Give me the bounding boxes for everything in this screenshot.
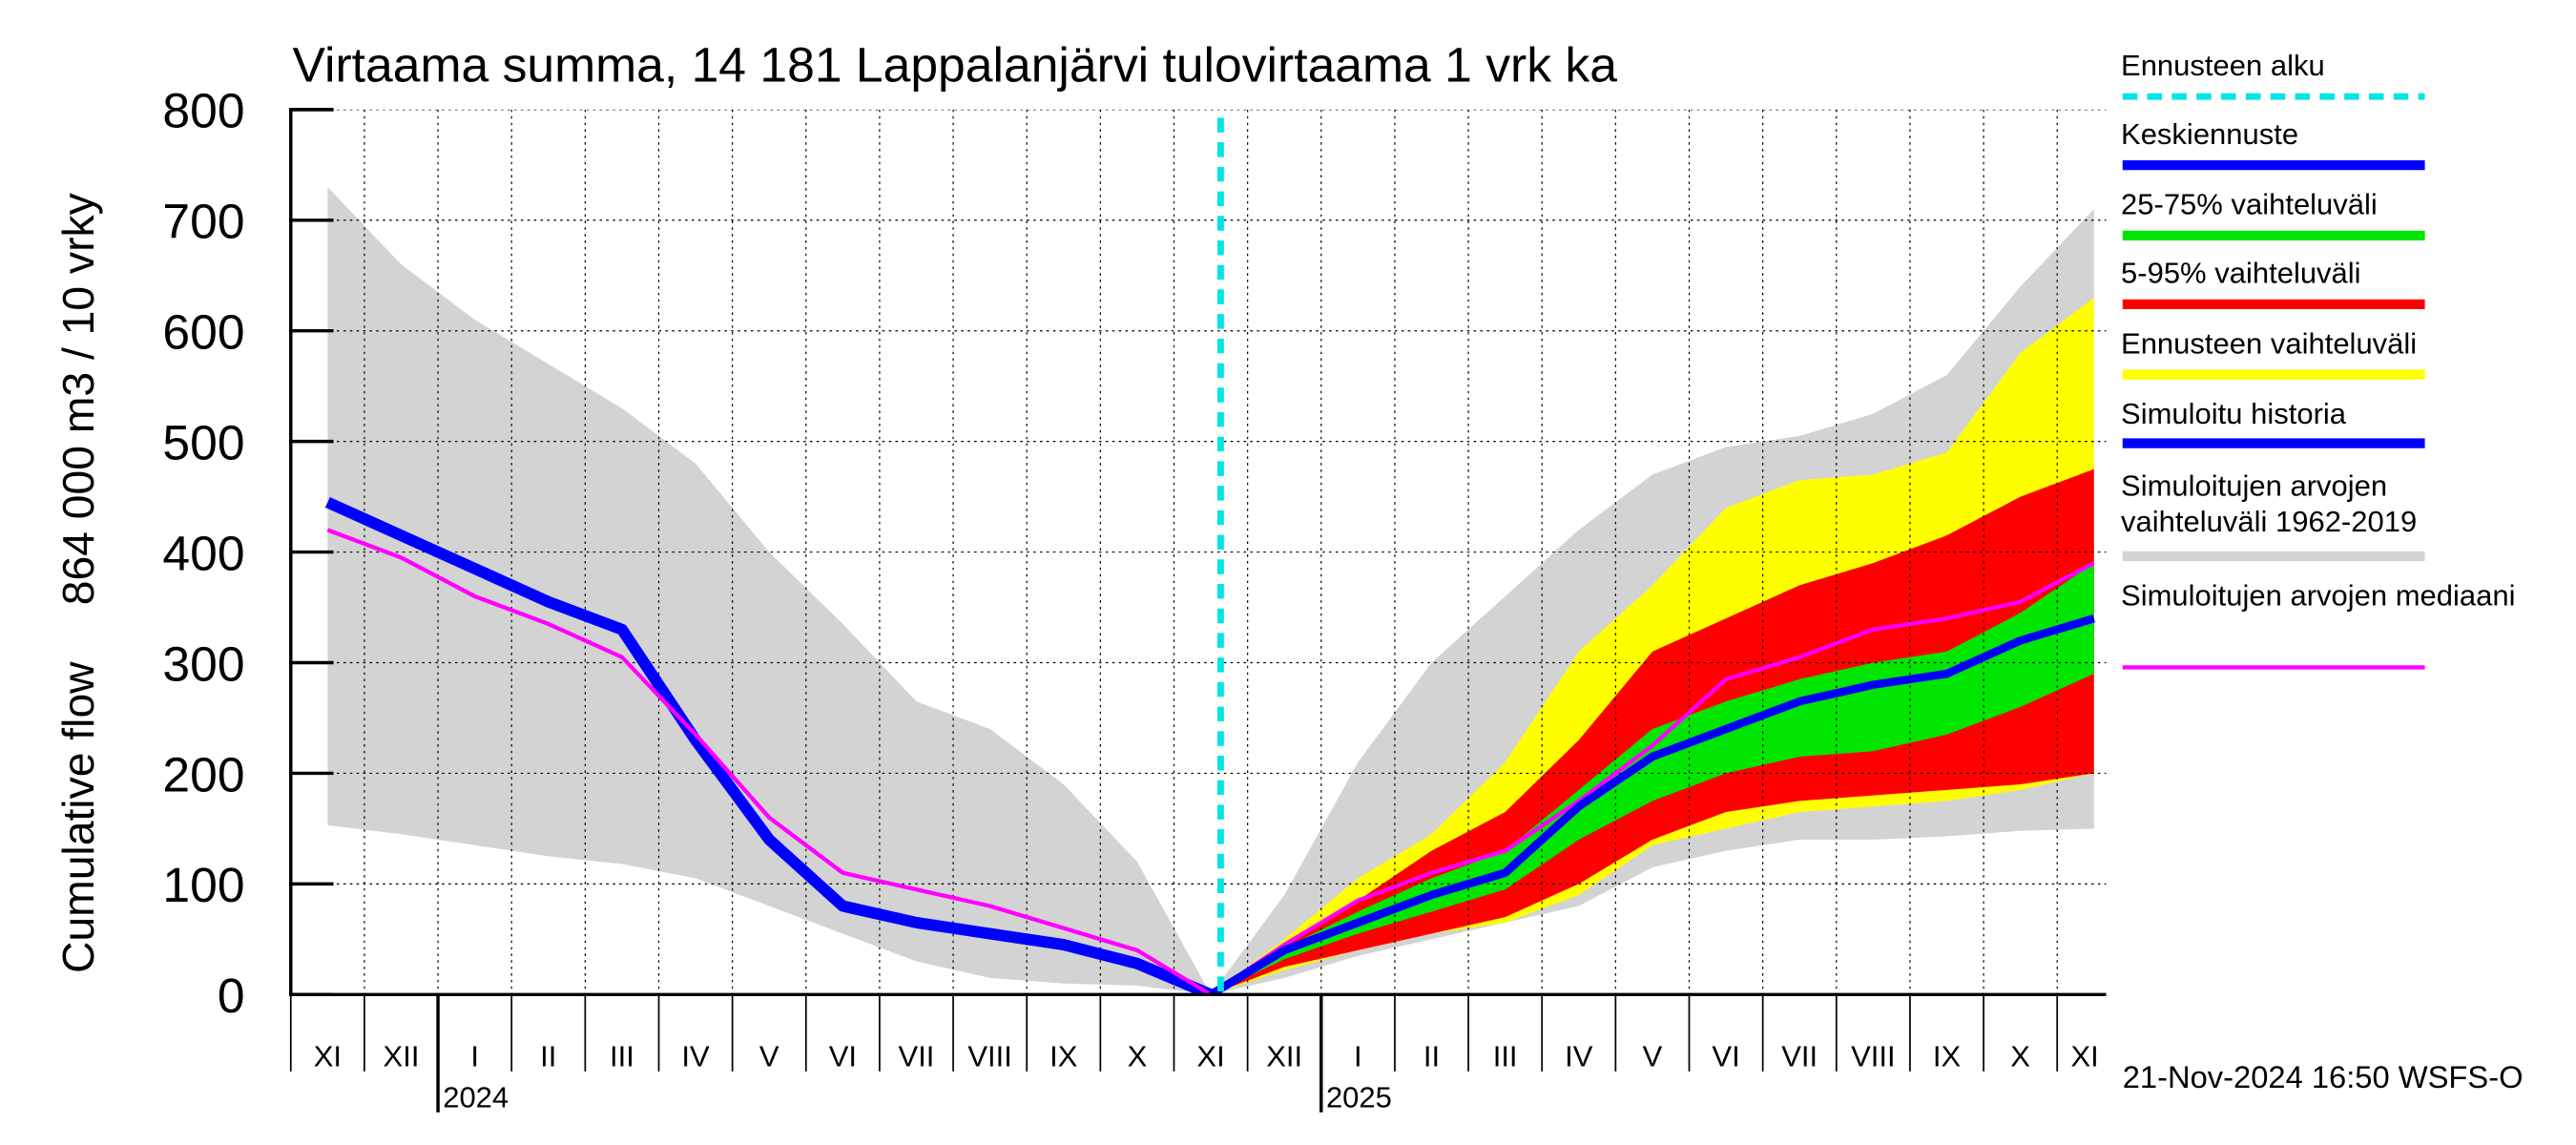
footer: 21-Nov-2024 16:50 WSFS-O bbox=[2123, 1059, 2524, 1094]
series-line bbox=[324, 496, 1214, 995]
legend-item: Ennusteen alku bbox=[2121, 49, 2325, 82]
x-tick-label: I bbox=[470, 1040, 479, 1073]
legend-label: Simuloitujen arvojen mediaani bbox=[2121, 578, 2516, 613]
x-tick-label: X bbox=[2010, 1040, 2030, 1073]
legend-item: 25-75% vaihteluväli bbox=[2121, 188, 2378, 221]
legend-item: Simuloitujen arvojen mediaani bbox=[2121, 578, 2516, 613]
x-tick-label: III bbox=[610, 1040, 634, 1073]
legend-label: Simuloitu historia bbox=[2121, 397, 2347, 430]
legend-item: Simuloitujen arvojen vaihteluväli 1962-2… bbox=[2121, 469, 2418, 538]
legend-item: Simuloitu historia bbox=[2121, 397, 2347, 430]
x-tick-label: XII bbox=[384, 1040, 420, 1073]
y-tick-label: 100 bbox=[162, 857, 244, 912]
x-tick-label: IV bbox=[1565, 1040, 1593, 1073]
x-tick-label: V bbox=[1643, 1040, 1663, 1073]
x-tick-label: VII bbox=[899, 1040, 935, 1073]
series-line bbox=[1208, 614, 2096, 995]
x-tick-label: I bbox=[1354, 1040, 1362, 1073]
x-tick-label: XI bbox=[2071, 1040, 2099, 1073]
x-tick-label: V bbox=[759, 1040, 779, 1073]
x-year-label: 2025 bbox=[1326, 1081, 1392, 1114]
x-year-label: 2024 bbox=[443, 1081, 509, 1114]
y-tick-label: 600 bbox=[162, 304, 244, 360]
legend-label: Ennusteen alku bbox=[2121, 49, 2325, 82]
legend-label: Simuloitujen arvojen vaihteluväli 1962-2… bbox=[2121, 469, 2418, 538]
y-tick-label: 300 bbox=[162, 635, 244, 691]
y-tick-label: 200 bbox=[162, 746, 244, 802]
y-tick-label: 500 bbox=[162, 415, 244, 470]
legend-label: 5-95% vaihteluväli bbox=[2121, 257, 2361, 290]
x-tick-label: X bbox=[1128, 1040, 1148, 1073]
legend-label: 25-75% vaihteluväli bbox=[2121, 188, 2378, 221]
x-tick-label: IX bbox=[1049, 1040, 1077, 1073]
range-band bbox=[1211, 563, 2094, 995]
x-tick-label: II bbox=[1423, 1040, 1440, 1073]
x-tick-label: III bbox=[1493, 1040, 1518, 1073]
x-tick-label: XI bbox=[1196, 1040, 1224, 1073]
legend-label: Keskiennuste bbox=[2121, 117, 2299, 151]
x-tick-label: XI bbox=[314, 1040, 342, 1073]
plot-area bbox=[290, 109, 2107, 995]
y-tick-label: 700 bbox=[162, 194, 244, 249]
legend-label: Ennusteen vaihteluväli bbox=[2121, 326, 2418, 361]
x-tick-label: II bbox=[540, 1040, 556, 1073]
legend-item: Ennusteen vaihteluväli bbox=[2121, 326, 2418, 361]
x-tick-label: VII bbox=[1781, 1040, 1818, 1073]
x-tick-label: VI bbox=[829, 1040, 857, 1073]
y-tick-label: 0 bbox=[218, 968, 245, 1023]
x-tick-label: IV bbox=[681, 1040, 710, 1073]
y-tick-label: 800 bbox=[162, 83, 244, 138]
x-tick-label: VI bbox=[1712, 1040, 1739, 1073]
y-axis-label: 864 000 m3 / 10 vrky bbox=[53, 192, 103, 605]
x-tick-label: XII bbox=[1266, 1040, 1302, 1073]
y-tick-label: 400 bbox=[162, 526, 244, 581]
range-band bbox=[1211, 297, 2094, 995]
chart-title: Virtaama summa, 14 181 Lappalanjärvi tul… bbox=[293, 37, 1618, 93]
y-axis-label: Cumulative flow bbox=[53, 661, 103, 973]
series-line bbox=[326, 528, 2095, 995]
x-tick-label: VIII bbox=[1851, 1040, 1895, 1073]
legend-item: Keskiennuste bbox=[2121, 117, 2299, 151]
legend-item: 5-95% vaihteluväli bbox=[2121, 257, 2361, 290]
x-tick-label: IX bbox=[1933, 1040, 1961, 1073]
x-tick-label: VIII bbox=[967, 1040, 1011, 1073]
axes: 0 100 200 300 400 500 600 700 800 Cumulative flow… bbox=[53, 83, 2107, 1114]
